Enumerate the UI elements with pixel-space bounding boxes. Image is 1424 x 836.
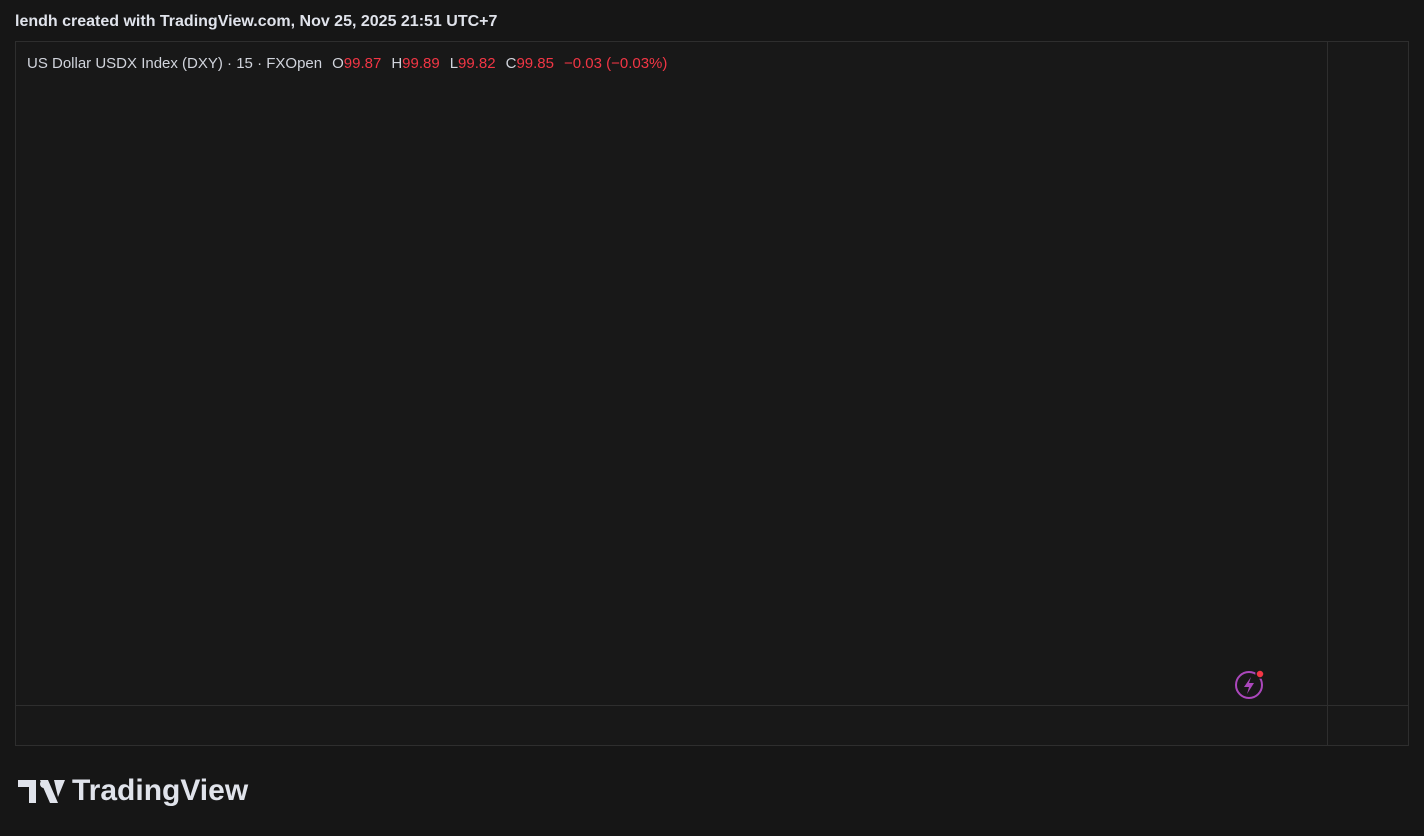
symbol: US Dollar USDX Index (DXY) · 15 · FXOpen [27, 55, 322, 72]
logo-text: TradingView [72, 774, 249, 807]
h-value: 99.89 [402, 55, 440, 72]
o-value: 99.87 [344, 55, 382, 72]
logo: TradingView [18, 774, 249, 807]
logo-mark [18, 780, 65, 803]
alert-dot [1255, 669, 1265, 679]
alert-bolt [1244, 677, 1254, 694]
change: −0.03 (−0.03%) [564, 55, 667, 72]
logo-dot [40, 780, 48, 788]
credit: lendh created with TradingView.com, Nov … [15, 13, 498, 30]
l-label: L [450, 55, 458, 72]
h-label: H [391, 55, 402, 72]
chart-frame [15, 41, 1409, 746]
l-value: 99.82 [458, 55, 496, 72]
alert-ring [1235, 671, 1263, 699]
c-label: C [506, 55, 517, 72]
o-label: O [332, 55, 344, 72]
alert-icon[interactable] [1235, 669, 1265, 699]
c-value: 99.85 [516, 55, 554, 72]
legend-line: US Dollar USDX Index (DXY) · 15 · FXOpen… [27, 55, 667, 72]
